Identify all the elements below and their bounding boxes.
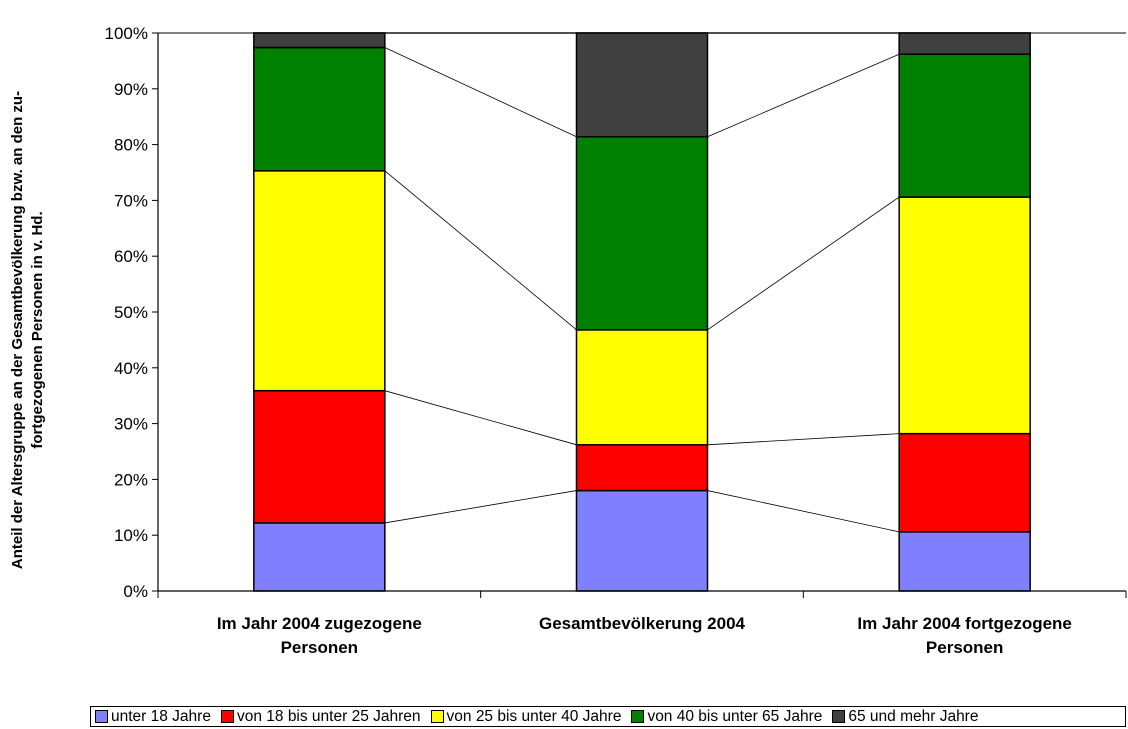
bar-segment (898, 432, 1031, 533)
bar-segment (253, 170, 386, 392)
series-line (707, 53, 900, 138)
legend-swatch (95, 710, 108, 723)
y-tick-label: 10% (114, 526, 148, 545)
y-tick-label: 100% (105, 24, 148, 43)
series-line (707, 196, 900, 331)
legend-label: von 25 bis unter 40 Jahre (446, 707, 622, 725)
bar-segment (575, 32, 709, 138)
bar-segment (898, 53, 1031, 198)
legend-item: 65 und mehr Jahre (832, 708, 978, 726)
legend: unter 18 Jahre von 18 bis unter 25 Jahren… (90, 706, 1126, 727)
y-tick-label: 0% (123, 582, 148, 601)
series-line (384, 390, 577, 446)
legend-label: von 18 bis unter 25 Jahren (236, 707, 421, 725)
legend-item: von 18 bis unter 25 Jahren (220, 707, 421, 726)
legend-label: unter 18 Jahre (111, 707, 211, 725)
legend-item: von 25 bis unter 40 Jahre (430, 707, 622, 726)
series-line (384, 47, 577, 138)
legend-item: unter 18 Jahre (95, 708, 211, 726)
chart: 0% 10% 20% 30% 40% 50% 60% 70% 80% 90% 100% Im Jahr… (9, 24, 1127, 657)
legend-swatch (220, 710, 234, 723)
bar-segment (575, 136, 709, 331)
series-line (384, 490, 577, 524)
legend-swatch (430, 710, 444, 723)
y-tick-label: 70% (114, 191, 148, 210)
category-label: Im Jahr 2004 fortgezogene Personen (857, 614, 1071, 657)
legend-label: von 40 bis unter 65 Jahre (647, 707, 823, 725)
legend-swatch (631, 710, 645, 723)
bar-segment (898, 32, 1031, 55)
category-label: Im Jahr 2004 zugezogene Personen (217, 614, 422, 657)
bar-segment (575, 489, 709, 592)
bar-segment (575, 444, 709, 492)
bar-segment (575, 329, 709, 446)
legend-label: 65 und mehr Jahre (848, 707, 979, 725)
y-tick-label: 30% (114, 415, 148, 434)
y-tick-label: 60% (114, 247, 148, 266)
bar-segment (253, 389, 386, 524)
y-tick-label: 90% (114, 80, 148, 99)
series-line (384, 170, 577, 331)
legend-item: von 40 bis unter 65 Jahre (631, 708, 822, 726)
y-axis-title: Anteil der Altersgruppe an der Gesamtbev… (9, 91, 46, 569)
bar-segment (898, 531, 1031, 592)
y-tick-label: 20% (114, 470, 148, 489)
bar-segment (253, 32, 386, 49)
series-line (707, 490, 900, 533)
bar-segment (253, 522, 386, 592)
y-tick-label: 50% (114, 303, 148, 322)
series-line (707, 433, 900, 446)
y-tick-label: 40% (114, 359, 148, 378)
category-label: Gesamtbevölkerung 2004 (539, 614, 746, 633)
legend-swatch (832, 710, 846, 723)
bar-segment (898, 196, 1031, 435)
y-tick-label: 80% (114, 136, 148, 155)
bar-segment (253, 46, 386, 172)
